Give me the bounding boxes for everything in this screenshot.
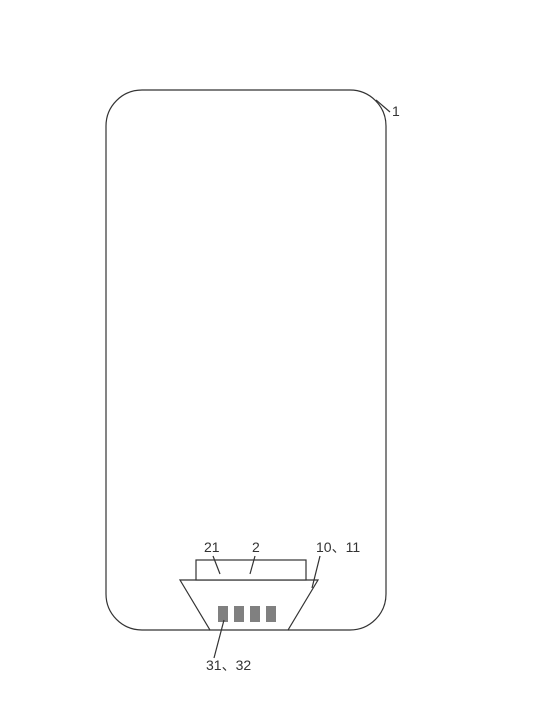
connector-pin — [266, 606, 276, 622]
ref-label-bar_center: 2 — [252, 539, 260, 555]
ref-label-body: 1 — [392, 103, 400, 119]
connector-pin — [250, 606, 260, 622]
connector-pin — [218, 606, 228, 622]
ref-label-well_right: 10、11 — [316, 539, 360, 555]
connector-well — [180, 580, 318, 630]
ref-label-bar_left: 21 — [204, 539, 220, 555]
ref-label-pins_below: 31、32 — [206, 657, 251, 673]
connector-pin — [234, 606, 244, 622]
